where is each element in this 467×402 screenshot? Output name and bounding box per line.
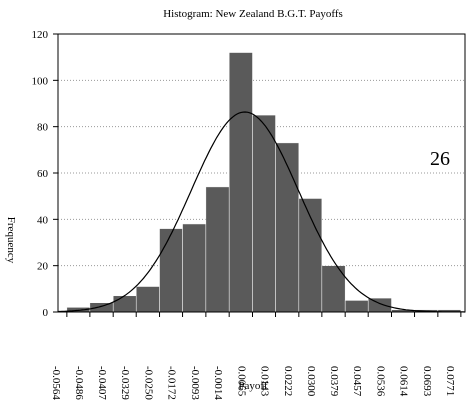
x-tick-label: 0.0065 bbox=[235, 366, 247, 397]
bar bbox=[159, 228, 183, 313]
x-tick-label: 0.0693 bbox=[421, 366, 433, 397]
bar bbox=[252, 114, 276, 313]
y-tick-label: 20 bbox=[37, 261, 49, 273]
x-tick-label: -0.0093 bbox=[189, 366, 201, 400]
plot-frame bbox=[57, 33, 466, 313]
y-tick-label: 100 bbox=[32, 75, 49, 87]
y-tick-label: 0 bbox=[43, 307, 49, 319]
x-tick-label: 0.0457 bbox=[351, 366, 363, 397]
x-tick-label: -0.0564 bbox=[50, 366, 62, 400]
x-tick-label: 0.0379 bbox=[328, 366, 340, 397]
bar bbox=[298, 198, 323, 313]
x-tick-label: 0.0143 bbox=[259, 366, 271, 397]
bar bbox=[182, 223, 207, 313]
bar bbox=[135, 286, 160, 313]
x-tick-label: -0.0014 bbox=[212, 366, 224, 400]
bar bbox=[112, 295, 137, 313]
x-tick-label: 0.0300 bbox=[305, 366, 317, 397]
bar bbox=[205, 186, 230, 313]
y-axis-label: Frequency bbox=[5, 217, 17, 264]
y-tick-label: 80 bbox=[37, 122, 49, 134]
bar bbox=[228, 52, 253, 313]
x-tick-label: -0.0329 bbox=[119, 366, 131, 400]
normal-curve bbox=[58, 111, 466, 313]
bar bbox=[275, 142, 300, 313]
x-tick-label: 0.0536 bbox=[375, 366, 387, 397]
x-tick-label: -0.0250 bbox=[143, 366, 155, 400]
x-tick-label: -0.0172 bbox=[166, 366, 178, 400]
y-tick-label: 120 bbox=[32, 29, 49, 41]
chart-title: Histogram: New Zealand B.G.T. Payoffs bbox=[163, 8, 343, 20]
x-tick-label: 0.0771 bbox=[444, 366, 456, 396]
x-tick-label: -0.0486 bbox=[73, 366, 85, 400]
x-tick-label: -0.0407 bbox=[96, 366, 108, 400]
x-tick-label: 0.0222 bbox=[282, 366, 294, 396]
bar bbox=[344, 300, 369, 313]
x-axis-label: Payoff bbox=[238, 380, 267, 392]
annotation: 26 bbox=[430, 148, 450, 170]
x-tick-label: 0.0614 bbox=[398, 366, 410, 397]
y-tick-label: 60 bbox=[37, 168, 49, 180]
y-tick-label: 40 bbox=[37, 214, 49, 226]
